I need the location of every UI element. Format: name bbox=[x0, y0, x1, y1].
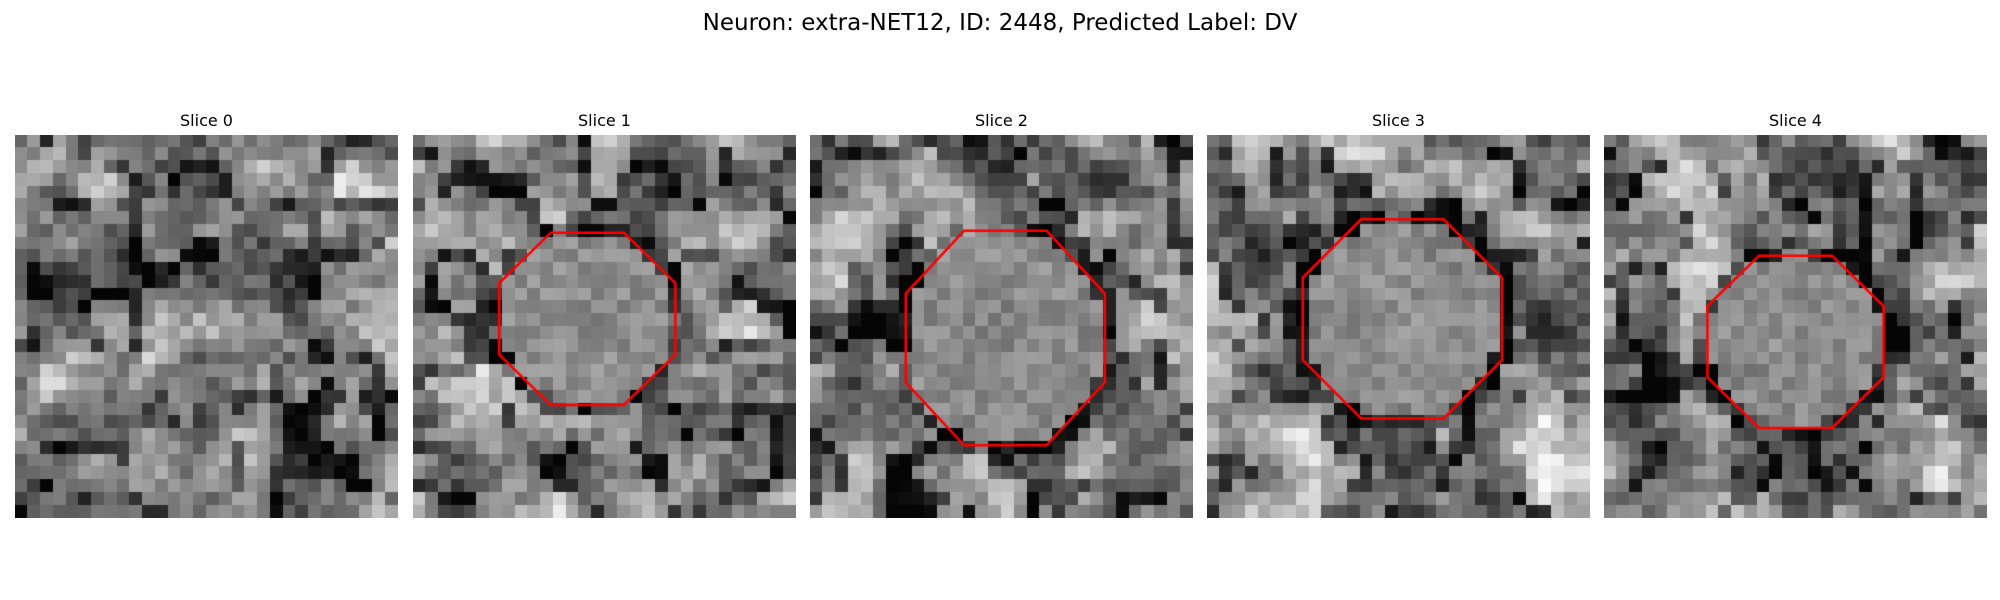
slice-title-2: Slice 2 bbox=[975, 111, 1028, 130]
slice-image-0 bbox=[15, 135, 398, 518]
slice-panel-3: Slice 3 bbox=[1207, 108, 1590, 518]
slice-panel-4: Slice 4 bbox=[1604, 108, 1987, 518]
slice-image-2 bbox=[810, 135, 1193, 518]
slice-title-4: Slice 4 bbox=[1769, 111, 1822, 130]
slice-image-4 bbox=[1604, 135, 1987, 518]
slice-panel-0: Slice 0 bbox=[15, 108, 398, 518]
slice-image-3 bbox=[1207, 135, 1590, 518]
slice-title-1: Slice 1 bbox=[578, 111, 631, 130]
slice-panel-2: Slice 2 bbox=[810, 108, 1193, 518]
figure-title: Neuron: extra-NET12, ID: 2448, Predicted… bbox=[702, 10, 1298, 36]
slice-image-1 bbox=[413, 135, 796, 518]
slice-title-3: Slice 3 bbox=[1372, 111, 1425, 130]
slice-title-0: Slice 0 bbox=[180, 111, 233, 130]
slice-panel-1: Slice 1 bbox=[413, 108, 796, 518]
